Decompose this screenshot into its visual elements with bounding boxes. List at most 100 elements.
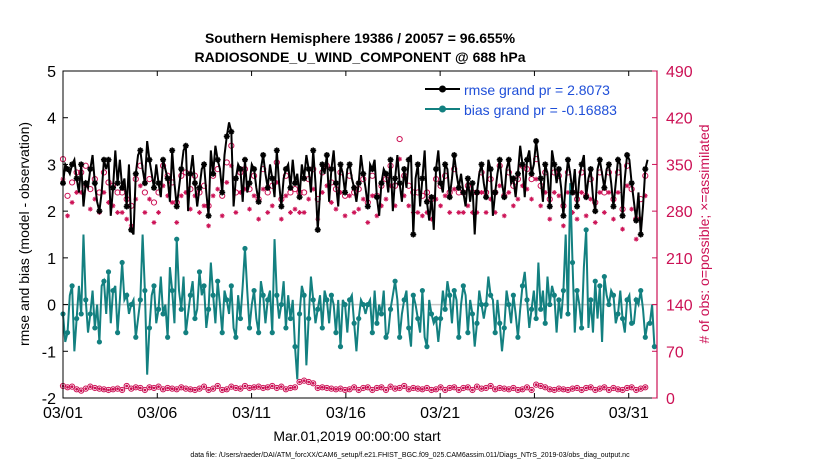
- rmse-point: [73, 175, 80, 182]
- obs-assimilated-marker: [260, 186, 266, 192]
- obs-assimilated-bottom-marker: [211, 387, 215, 391]
- bias-point: [324, 297, 330, 303]
- rmse-point: [232, 175, 239, 182]
- obs-assimilated-bottom-marker: [420, 387, 424, 391]
- bias-point: [456, 334, 462, 340]
- obs-assimilated-bottom-marker: [489, 384, 493, 388]
- obs-assimilated-bottom-marker: [116, 387, 119, 391]
- bias-point: [74, 315, 80, 322]
- obs-assimilated-bottom-marker: [111, 387, 115, 391]
- rmse-point: [301, 175, 308, 182]
- obs-assimilated-marker: [301, 210, 307, 215]
- obs-assimilated-bottom-marker: [125, 384, 129, 388]
- left-axis: -2 -1 0 1 2 3 4 5: [42, 64, 68, 408]
- rmse-point: [196, 184, 203, 191]
- bias-point: [246, 325, 253, 331]
- obs-possible-marker: [528, 176, 535, 183]
- rmse-point: [191, 180, 198, 187]
- bias-point: [337, 344, 344, 350]
- obs-assimilated-bottom-marker: [480, 387, 483, 391]
- rmse-point: [419, 175, 426, 182]
- obs-assimilated-bottom-marker: [521, 387, 524, 391]
- rmse-point: [255, 198, 262, 205]
- obs-assimilated-bottom-marker: [580, 388, 584, 392]
- bias-point: [501, 325, 507, 331]
- y-axis-label-right: # of obs: o=possible; ×=assimilated: [696, 124, 712, 343]
- left-tick-label: 1: [47, 251, 56, 268]
- obs-possible-bottom-marker: [123, 382, 130, 390]
- obs-assimilated-bottom-marker: [571, 387, 574, 391]
- obs-assimilated-bottom-marker: [402, 384, 406, 388]
- bias-point: [306, 315, 312, 322]
- bias-series-line: [62, 183, 656, 380]
- obs-assimilated-bottom-marker: [138, 386, 142, 390]
- rmse-point: [396, 180, 403, 187]
- bias-point: [510, 292, 516, 298]
- obs-assimilated-bottom-marker: [393, 387, 397, 391]
- obs-assimilated-marker: [347, 193, 352, 199]
- bias-point: [105, 269, 112, 275]
- bias-point: [424, 344, 430, 350]
- obs-assimilated-marker: [278, 216, 284, 222]
- obs-assimilated-bottom-marker: [79, 389, 83, 393]
- obs-possible-bottom-marker: [364, 384, 371, 391]
- obs-assimilated-bottom-marker: [266, 385, 270, 389]
- rmse-point: [514, 170, 521, 177]
- obs-possible-bottom-marker: [378, 384, 385, 391]
- obs-possible-bottom-marker: [200, 383, 208, 390]
- obs-assimilated-bottom-marker: [525, 385, 529, 389]
- obs-assimilated-bottom-marker: [352, 385, 356, 389]
- obs-assimilated-bottom-marker: [311, 381, 315, 385]
- bias-point: [96, 339, 102, 345]
- bias-point: [401, 297, 407, 303]
- bias-point: [492, 330, 498, 336]
- obs-possible-marker: [64, 192, 71, 199]
- bias-point: [346, 297, 353, 303]
- rmse-point: [155, 180, 162, 187]
- obs-possible-bottom-marker: [428, 386, 435, 394]
- obs-possible-bottom-marker: [514, 386, 522, 394]
- right-tick-label: 350: [666, 157, 693, 174]
- bias-point: [301, 292, 307, 298]
- obs-possible-bottom-marker: [155, 383, 162, 390]
- obs-possible-bottom-marker: [373, 384, 380, 392]
- obs-possible-bottom-marker: [446, 384, 453, 392]
- obs-assimilated-marker: [588, 196, 594, 202]
- rmse-point: [260, 152, 267, 159]
- obs-assimilated-marker: [456, 210, 462, 215]
- bias-point: [310, 297, 316, 303]
- right-tick-label: 70: [666, 344, 684, 361]
- obs-assimilated-marker: [611, 216, 616, 222]
- bias-point: [378, 311, 385, 317]
- obs-assimilated-bottom-marker: [66, 385, 69, 389]
- rmse-point: [114, 180, 121, 187]
- rmse-point: [546, 203, 553, 210]
- bias-point: [556, 297, 562, 303]
- obs-assimilated-marker: [606, 190, 612, 195]
- obs-assimilated-bottom-marker: [493, 387, 497, 391]
- bias-point: [410, 292, 416, 298]
- bias-point: [165, 334, 171, 340]
- obs-assimilated-bottom-marker: [566, 388, 570, 392]
- obs-assimilated-bottom-marker: [484, 386, 488, 390]
- obs-assimilated-marker: [329, 200, 334, 205]
- obs-assimilated-bottom-marker: [307, 380, 311, 384]
- rmse-point: [355, 180, 362, 187]
- right-tick-label: 210: [666, 251, 693, 268]
- rmse-point: [387, 156, 394, 163]
- obs-assimilated-bottom-marker: [148, 385, 151, 389]
- rmse-point: [182, 142, 189, 149]
- rmse-point: [91, 180, 98, 187]
- rmse-point: [187, 170, 194, 177]
- left-tick-label: 2: [47, 204, 56, 221]
- obs-assimilated-bottom-marker: [88, 385, 92, 389]
- obs-assimilated-bottom-marker: [252, 385, 256, 389]
- obs-assimilated-marker: [438, 203, 443, 209]
- rmse-point: [442, 161, 449, 168]
- obs-assimilated-bottom-marker: [411, 386, 415, 390]
- bias-point: [328, 292, 335, 298]
- obs-assimilated-marker: [288, 210, 293, 215]
- rmse-point: [96, 208, 103, 215]
- obs-assimilated-marker: [269, 203, 275, 209]
- bias-point: [419, 287, 425, 294]
